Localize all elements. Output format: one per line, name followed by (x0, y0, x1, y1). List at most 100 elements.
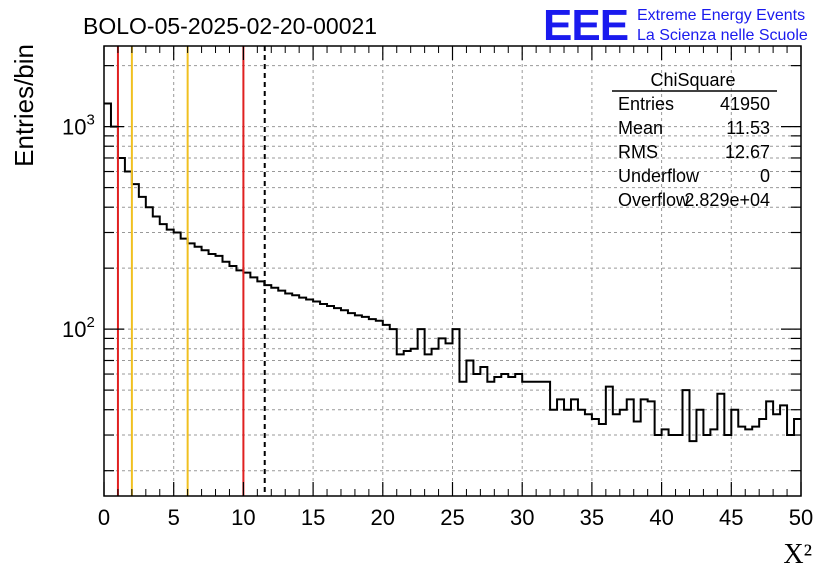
histogram-bin (446, 343, 453, 496)
x-tick-label: 45 (719, 505, 743, 530)
histogram-bin (418, 329, 425, 496)
x-tick-label: 25 (440, 505, 464, 530)
histogram-bin (508, 377, 515, 496)
x-tick-label: 10 (231, 505, 255, 530)
y-tick-label: 103 (62, 112, 95, 140)
histogram-bin (132, 184, 139, 496)
histogram-bin (592, 419, 599, 496)
histogram-bin (578, 410, 585, 496)
histogram-bin (376, 321, 383, 496)
x-tick-label: 35 (580, 505, 604, 530)
histogram-bin (620, 410, 627, 496)
histogram-bin (487, 382, 494, 496)
histogram-bin (411, 349, 418, 496)
eee-logo-mark: EEE (543, 1, 628, 50)
stats-label: Underflow (618, 166, 700, 186)
histogram-bin (466, 361, 473, 496)
histogram-bin (494, 377, 501, 496)
stats-label: Entries (618, 94, 674, 114)
histogram-bin (557, 399, 564, 496)
histogram-bin (669, 435, 676, 496)
histogram-bin (118, 158, 125, 496)
histogram-bin (745, 429, 752, 496)
histogram-bin (606, 387, 613, 496)
histogram-bin (480, 367, 487, 496)
histogram-bin (683, 390, 690, 496)
histogram-bin (111, 127, 118, 496)
histogram-bin (613, 414, 620, 496)
histogram-bin (703, 435, 710, 496)
histogram-bin (522, 382, 529, 496)
histogram-bin (641, 399, 648, 496)
histogram-bin (188, 243, 195, 496)
axis-ticks (103, 46, 802, 496)
histogram-bin (564, 410, 571, 496)
histogram-bin (780, 405, 787, 496)
histogram-bin (202, 250, 209, 496)
histogram-bin (662, 429, 669, 496)
histogram-bin (243, 273, 250, 496)
histogram (104, 102, 801, 496)
histogram-bin (724, 435, 731, 496)
histogram-bin (515, 374, 522, 496)
histogram-bin (473, 374, 480, 496)
histogram-bin (383, 325, 390, 496)
histogram-outline (104, 102, 801, 443)
logo-line-2: La Scienza nelle Scuole (637, 27, 808, 44)
histogram-bin (139, 197, 146, 496)
histogram-bin (348, 313, 355, 496)
histogram-bin (459, 382, 466, 496)
histogram-bin (250, 277, 257, 496)
histogram-bin (710, 429, 717, 496)
histogram-bin (773, 414, 780, 496)
x-tick-label: 15 (301, 505, 325, 530)
histogram-bin (313, 301, 320, 496)
x-tick-label: 0 (98, 505, 110, 530)
histogram-bin (794, 419, 801, 496)
histogram-bin (529, 382, 536, 496)
histogram-bin (717, 394, 724, 496)
histogram-bin (599, 424, 606, 496)
histogram-bin (501, 374, 508, 496)
histogram-bin (125, 172, 132, 496)
histogram-bin (752, 427, 759, 496)
histogram-bin (160, 224, 167, 496)
histogram-bin (543, 382, 550, 496)
histogram-bin (257, 281, 264, 496)
histogram-bin (195, 247, 202, 496)
histogram-bin (236, 270, 243, 496)
stats-value: 0 (760, 166, 770, 186)
marker-lines (116, 46, 266, 496)
histogram-bin (146, 207, 153, 496)
y-tick-label: 102 (62, 314, 95, 342)
stats-value: 41950 (720, 94, 770, 114)
histogram-bin (334, 308, 341, 496)
stats-title: ChiSquare (650, 70, 735, 90)
histogram-bin (181, 239, 188, 496)
histogram-bin (397, 354, 404, 496)
stats-label: Mean (618, 118, 663, 138)
stats-label: RMS (618, 142, 658, 162)
x-axis-label: X² (783, 539, 812, 570)
histogram-bin (369, 319, 376, 496)
histogram-bin (390, 329, 397, 496)
histogram-bin (689, 441, 696, 496)
histogram-bin (766, 401, 773, 496)
histogram-bin (285, 293, 292, 496)
histogram-bin (174, 232, 181, 496)
logo-line-1: Extreme Energy Events (637, 7, 805, 24)
histogram-bin (731, 410, 738, 496)
chart-title: BOLO-05-2025-02-20-00021 (83, 13, 377, 39)
stats-rows: Entries 41950 Mean 11.53 RMS 12.67 Underflow 0 O… (618, 94, 770, 210)
histogram-bin (627, 399, 634, 496)
histogram-bin (655, 435, 662, 496)
histogram-bin (453, 329, 460, 496)
stats-value: 12.67 (725, 142, 770, 162)
histogram-bin (355, 315, 362, 496)
histogram-bin (229, 266, 236, 496)
y-axis-label: Entries/bin (9, 44, 39, 167)
histogram-bin (536, 382, 543, 496)
histogram-bin (299, 298, 306, 496)
histogram-bin (432, 349, 439, 496)
histogram-bin (425, 354, 432, 496)
